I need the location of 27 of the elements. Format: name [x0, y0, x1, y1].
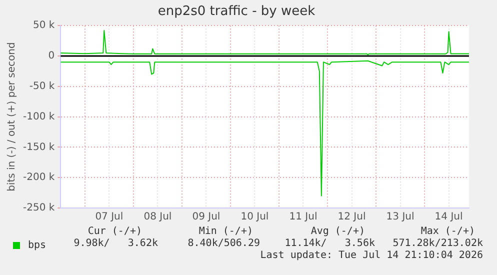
y-tick-label: 50 k	[32, 20, 55, 32]
y-tick-label: -200 k	[22, 172, 55, 184]
y-tick-label: -100 k	[22, 111, 55, 122]
text: Last update: Tue Jul 14 21:10:04 2026	[260, 250, 483, 261]
text: Max (-/+)	[420, 226, 475, 237]
text: Avg (-/+)	[310, 226, 365, 237]
text: 11.14k/ 3.56k	[284, 238, 375, 249]
y-tick-label: -250 k	[22, 202, 55, 214]
text: 9.98k/ 3.62k	[74, 238, 158, 249]
y-tick-label: 0	[48, 50, 55, 62]
y-tick-label: -50 k	[29, 80, 55, 92]
x-tick-label: 12 Jul	[338, 212, 366, 223]
y-tick-label: -150 k	[22, 142, 55, 153]
text: 8.40k/506.29	[188, 238, 260, 249]
chart-title: enp2s0 traffic - by week	[158, 4, 316, 20]
text: 571.28k/213.02k	[392, 238, 483, 249]
x-tick-label: 09 Jul	[192, 212, 220, 223]
y-axis-title: bits in (-) / out (+) per second	[6, 42, 18, 192]
text: Cur (-/+)	[88, 226, 142, 237]
text: Min (-/+)	[198, 226, 253, 237]
legend-label: bps	[28, 240, 46, 251]
x-tick-label: 07 Jul	[95, 212, 124, 223]
x-tick-label: 14 Jul	[434, 212, 463, 223]
x-tick-label: 11 Jul	[289, 212, 318, 223]
x-tick-label: 13 Jul	[386, 212, 414, 223]
x-tick-label: 10 Jul	[240, 212, 269, 223]
x-tick-label: 08 Jul	[144, 212, 172, 223]
